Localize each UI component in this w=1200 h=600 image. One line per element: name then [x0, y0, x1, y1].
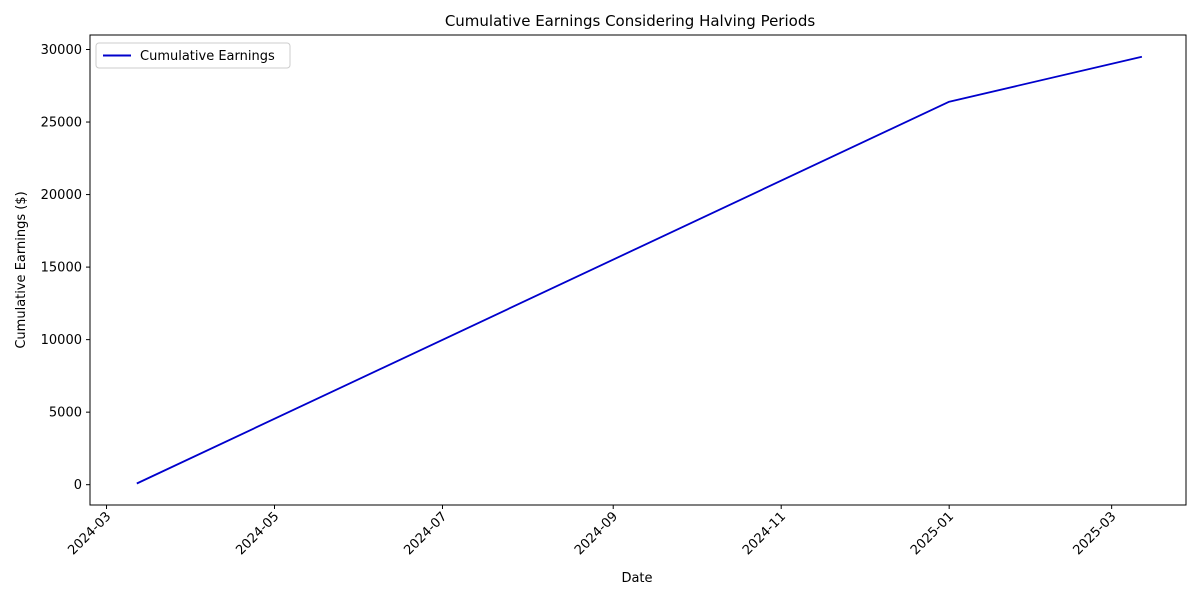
y-axis-label: Cumulative Earnings ($) — [14, 191, 29, 348]
legend: Cumulative Earnings — [95, 42, 291, 69]
y-tick-label: 15000 — [41, 261, 82, 276]
y-axis-ticks: 0 5000 10000 15000 20000 25000 30000 — [41, 43, 90, 493]
axes-frame — [89, 34, 1187, 506]
chart-title: Cumulative Earnings Considering Halving … — [445, 12, 816, 30]
legend-label: Cumulative Earnings — [140, 49, 275, 64]
series-line-cumulative-earnings — [136, 55, 1143, 485]
y-tick-label: 20000 — [41, 188, 82, 203]
y-tick-label: 10000 — [41, 333, 82, 348]
y-tick-label: 30000 — [41, 43, 82, 58]
y-tick-label: 25000 — [41, 116, 82, 131]
y-tick-label: 5000 — [49, 406, 82, 421]
x-axis-label: Date — [621, 571, 652, 586]
y-tick-label: 0 — [74, 478, 82, 493]
series-layer — [136, 55, 1143, 485]
legend-box — [95, 42, 291, 69]
